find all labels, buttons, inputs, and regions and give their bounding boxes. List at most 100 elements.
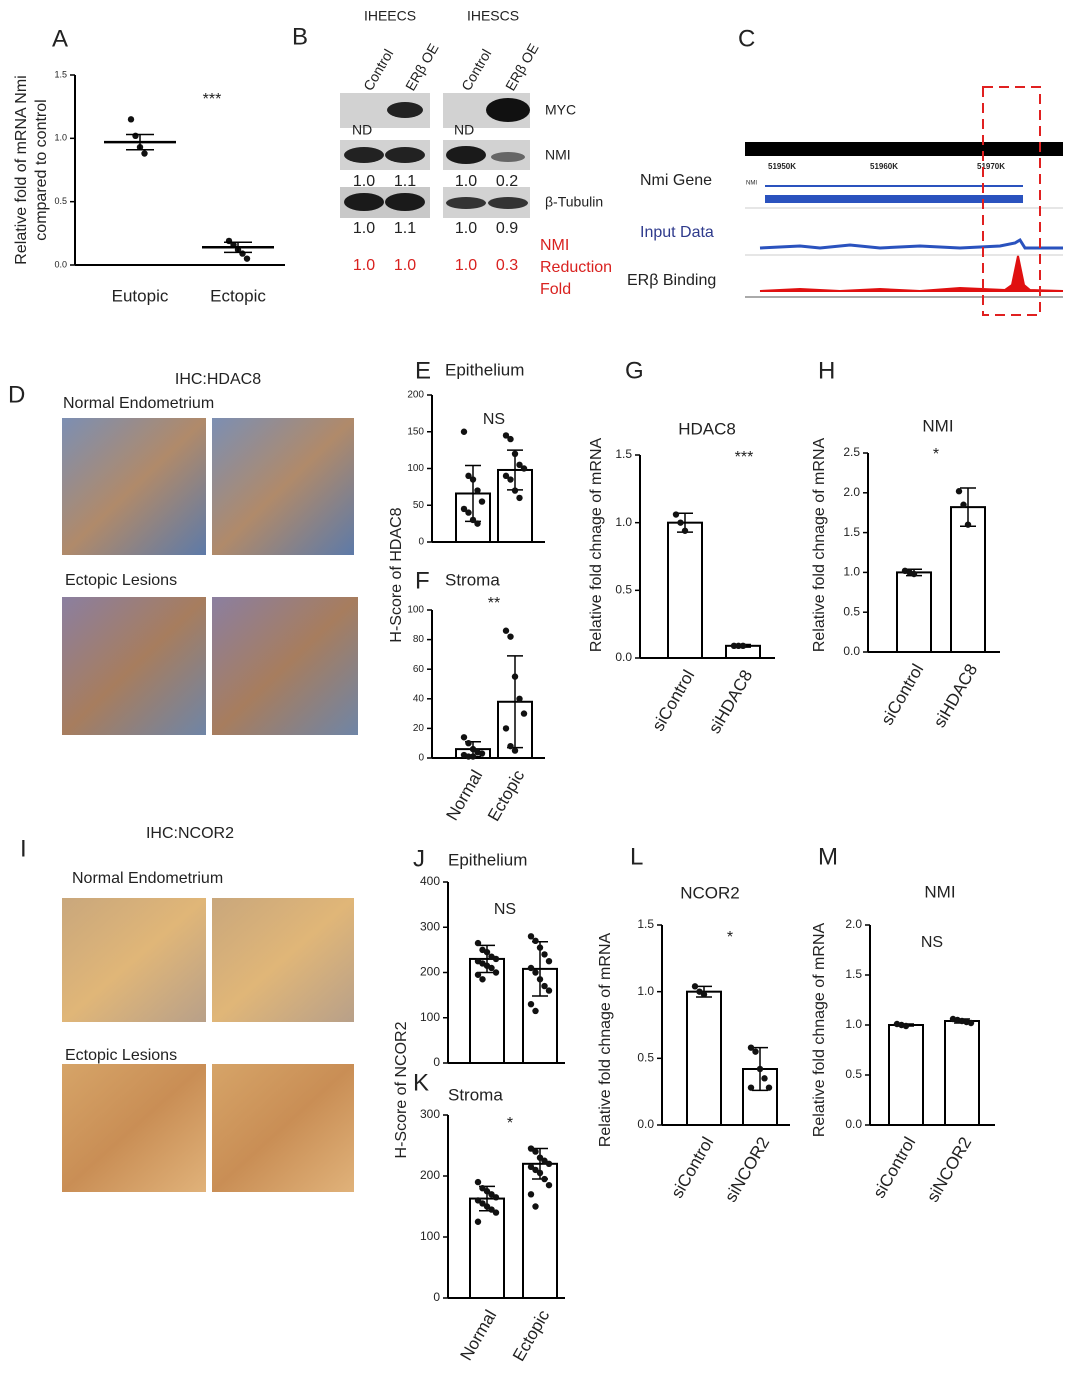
y-tick-label: 1.5: [637, 917, 654, 931]
data-point: [492, 1194, 500, 1201]
data-point: [507, 633, 514, 640]
data-point: [460, 428, 468, 435]
y-tick-label: 20: [413, 723, 425, 734]
data-point: [545, 1181, 553, 1189]
y-tick-label: 300: [420, 1107, 440, 1121]
chart-title: Stroma: [445, 570, 500, 589]
annotation: ***: [735, 449, 754, 466]
error-bar: [126, 133, 154, 151]
data-point: [541, 951, 548, 958]
x-tick-label: siControl: [648, 667, 698, 735]
data-point: [483, 1188, 491, 1195]
data-point: [527, 1145, 535, 1152]
y-tick-label: 1.5: [845, 967, 862, 981]
data-point: [469, 753, 477, 760]
band: [486, 98, 530, 122]
row-label: MYC: [545, 102, 576, 118]
y-tick-label: 50: [413, 500, 425, 511]
reduction: 1.0: [353, 257, 375, 274]
y-tick-label: 1.0: [843, 565, 860, 579]
panel-letter: M: [818, 843, 838, 870]
quant: 1.0: [353, 220, 375, 237]
gene-body: [765, 195, 1023, 203]
ihc-image: [212, 418, 354, 555]
data-point: [474, 1178, 482, 1186]
data-point: [532, 1203, 539, 1210]
data-point: [532, 1166, 539, 1174]
data-point: [507, 476, 514, 483]
y-tick-label: 100: [407, 605, 424, 616]
quant: 1.0: [455, 220, 477, 237]
ihc-title: IHC:NCOR2: [146, 825, 234, 842]
data-point: [141, 150, 148, 157]
data-point: [527, 1000, 535, 1008]
chart-title: HDAC8: [678, 419, 736, 438]
y-tick-label: 300: [420, 919, 440, 933]
y-tick-label: 150: [407, 426, 424, 437]
y-tick-label: 2.0: [843, 485, 860, 499]
annotation: NS: [494, 901, 516, 918]
input-track: [759, 237, 1063, 250]
chart-title: Stroma: [448, 1085, 503, 1104]
y-tick-label: 400: [420, 874, 440, 888]
lane-label: ERβ OE: [502, 41, 542, 94]
ihc-group: Ectopic Lesions: [65, 1047, 177, 1064]
y-tick-label: 0.0: [615, 650, 632, 664]
x-tick-label: siHDAC8: [705, 667, 756, 737]
data-point: [536, 944, 544, 951]
data-point: [502, 432, 510, 439]
cell-label: IHESCS: [467, 8, 519, 24]
x-tick-label: Normal: [442, 767, 486, 824]
data-point: [520, 710, 528, 717]
quant: 1.0: [353, 173, 375, 190]
data-point: [474, 487, 481, 494]
data-point: [747, 1084, 755, 1091]
panel-letter: A: [52, 25, 68, 52]
band: [387, 102, 423, 118]
reduction-label: Reduction: [540, 259, 612, 276]
data-point: [460, 734, 468, 741]
data-point: [511, 487, 519, 494]
data-point: [478, 498, 486, 505]
lane-label: ERβ OE: [402, 41, 442, 94]
data-point: [902, 1022, 910, 1030]
quant: 0.2: [496, 173, 518, 190]
x-tick-label: Ectopic: [509, 1306, 554, 1364]
data-point: [516, 461, 523, 469]
data-point: [502, 472, 510, 480]
data-point: [479, 1200, 486, 1207]
panel-letter: H: [818, 357, 835, 384]
data-point: [964, 521, 972, 528]
x-tick-label: siNCOR2: [721, 1134, 773, 1206]
coord: 51960K: [870, 162, 898, 171]
y-axis-label: Relative fold chnage of mRNA: [597, 933, 614, 1148]
ihc-image: [62, 898, 206, 1022]
annotation: NS: [921, 934, 943, 951]
y-tick-label: 1.0: [615, 515, 632, 529]
x-tick-label: Normal: [456, 1307, 500, 1364]
quant: 0.9: [496, 220, 518, 237]
data-point: [507, 435, 514, 443]
coord: 51970K: [977, 162, 1005, 171]
y-tick-label: 1.0: [845, 1017, 862, 1031]
annotation: NS: [483, 411, 505, 428]
data-point: [545, 987, 553, 994]
y-axis-label: H-Score of NCOR2: [393, 1021, 410, 1158]
data-point: [541, 982, 548, 990]
y-tick-label: 2.0: [845, 917, 862, 931]
quant: 1.1: [394, 220, 416, 237]
data-point: [478, 750, 486, 757]
data-point: [474, 1197, 482, 1204]
y-tick-label: 80: [413, 634, 425, 645]
chart-title: NMI: [924, 882, 955, 901]
y-tick-label: 0.5: [845, 1067, 862, 1081]
x-tick-label: siControl: [877, 661, 927, 729]
chart-title: NCOR2: [680, 883, 740, 902]
data-point: [955, 488, 963, 495]
y-tick-label: 0.5: [54, 196, 67, 206]
ihc-panel: D IHC:HDAC8 Normal Endometrium Ectopic L…: [8, 371, 358, 1192]
panel-letter: F: [415, 567, 430, 594]
nd-label: ND: [454, 122, 474, 138]
reduction: 1.0: [455, 257, 477, 274]
data-point: [532, 1148, 539, 1155]
